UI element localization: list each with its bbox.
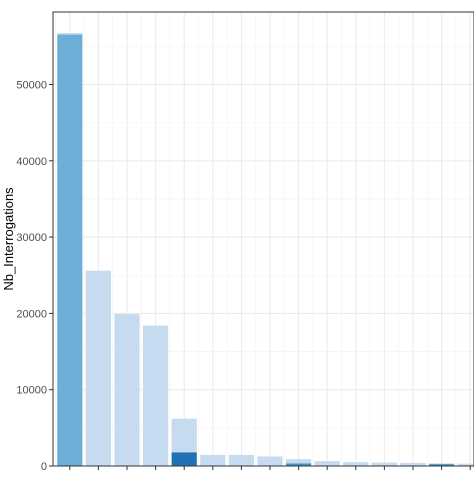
bar-14-segment-5 xyxy=(429,463,455,465)
bar-9-segment-3 xyxy=(286,463,312,466)
bar-10-segment-5 xyxy=(314,461,340,466)
bar-13-segment-5 xyxy=(400,462,426,466)
y-tick-label: 50000 xyxy=(16,79,47,91)
y-tick-label: 40000 xyxy=(16,156,47,168)
bar-8-segment-5 xyxy=(257,456,283,466)
bar-6-segment-5 xyxy=(200,454,226,466)
bar-2-segment-5 xyxy=(85,270,111,466)
y-tick-label: 0 xyxy=(41,461,47,473)
bar-11-segment-5 xyxy=(343,462,369,466)
y-axis-title: Nb_Interrogations xyxy=(1,187,16,291)
bar-14-segment-3 xyxy=(429,464,455,466)
y-tick-label: 10000 xyxy=(16,385,47,397)
bar-5-segment-5 xyxy=(171,418,197,453)
grid-minor xyxy=(53,12,474,466)
bar-12-segment-5 xyxy=(371,462,397,466)
bar-3-segment-5 xyxy=(114,314,140,466)
bar-9-segment-5 xyxy=(286,459,312,464)
bar-1-segment-4 xyxy=(57,33,83,35)
y-tick-label: 30000 xyxy=(16,232,47,244)
axis-ticks xyxy=(49,83,471,470)
bar-1-segment-1 xyxy=(57,34,83,467)
bar-5-segment-2 xyxy=(171,452,197,466)
y-tick-label: 20000 xyxy=(16,308,47,320)
bars xyxy=(57,33,474,467)
y-tick-labels: 0 10000 20000 30000 40000 50000 xyxy=(16,79,47,473)
bar-15-segment-5 xyxy=(457,463,474,466)
bar-4-segment-5 xyxy=(143,325,169,466)
panel-border xyxy=(52,11,474,467)
bar-7-segment-5 xyxy=(228,454,254,466)
